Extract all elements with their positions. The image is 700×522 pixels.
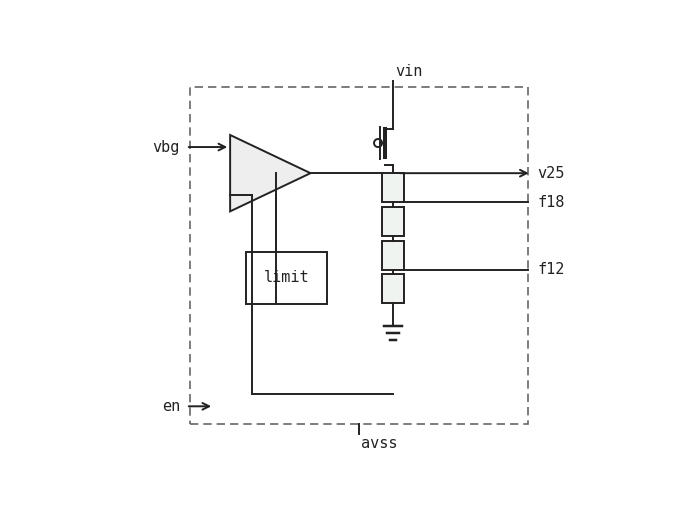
Text: vbg: vbg <box>153 139 180 155</box>
Bar <box>246 252 327 304</box>
Text: f18: f18 <box>538 195 565 210</box>
Bar <box>382 241 404 270</box>
Polygon shape <box>230 135 311 211</box>
Text: en: en <box>162 399 180 414</box>
Text: v25: v25 <box>538 165 565 181</box>
Bar <box>382 173 404 202</box>
Text: limit: limit <box>264 270 309 285</box>
Text: f12: f12 <box>538 262 565 277</box>
Bar <box>382 275 404 303</box>
Text: avss: avss <box>360 436 398 450</box>
Bar <box>382 207 404 236</box>
Text: vin: vin <box>395 64 422 79</box>
Bar <box>190 87 528 424</box>
